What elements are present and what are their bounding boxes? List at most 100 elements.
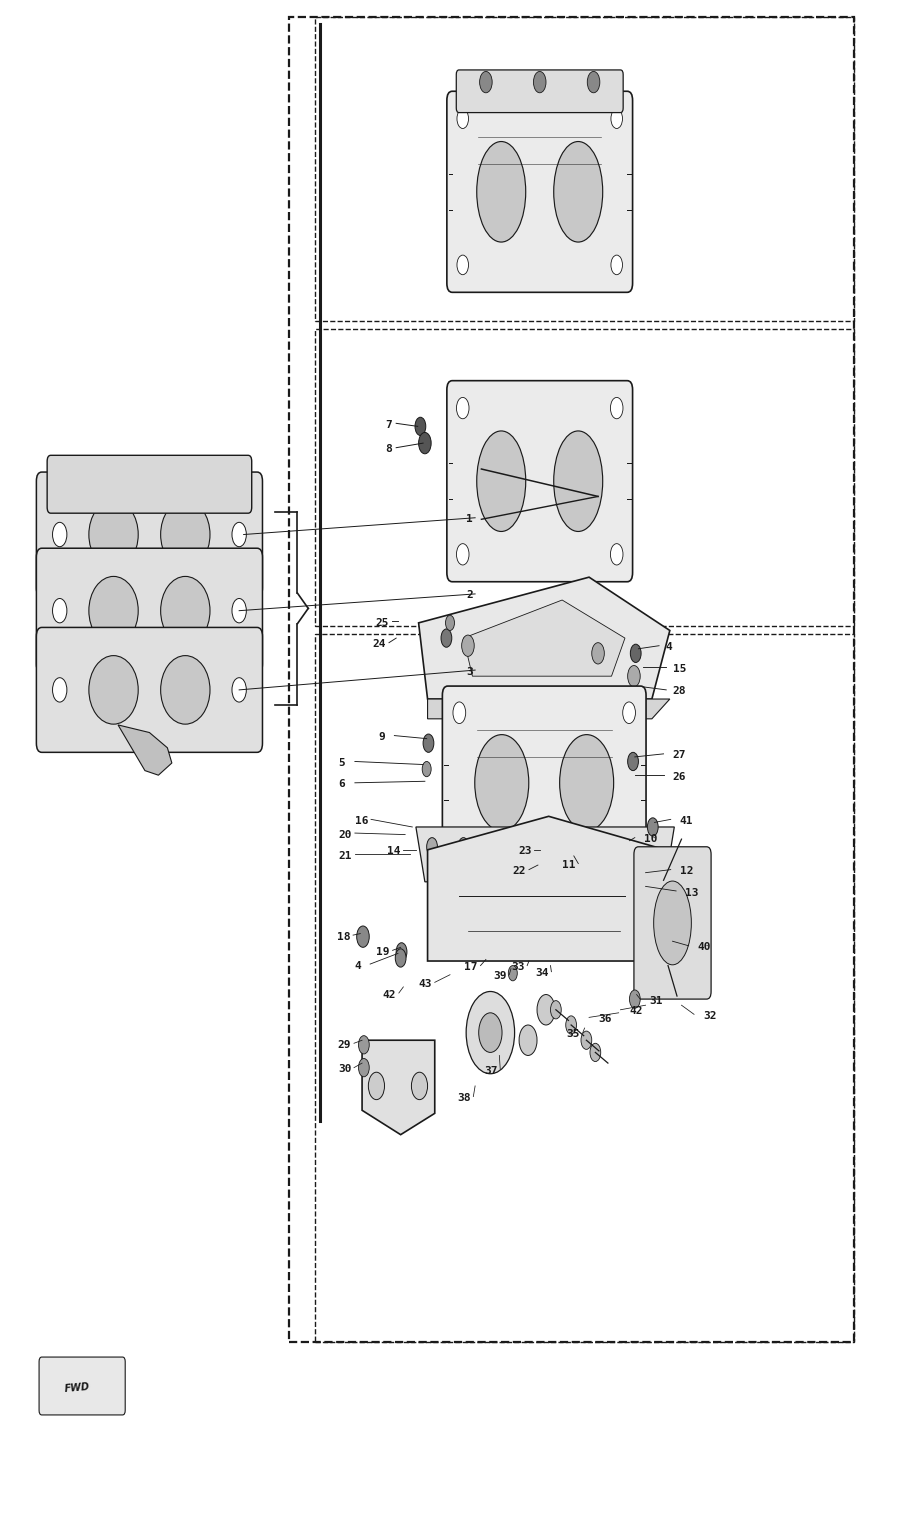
Ellipse shape (477, 430, 526, 531)
Text: 24: 24 (373, 639, 386, 649)
Circle shape (462, 635, 474, 656)
Text: 4: 4 (354, 961, 361, 971)
Text: 15: 15 (672, 664, 686, 673)
Ellipse shape (160, 656, 210, 725)
Text: 42: 42 (382, 989, 396, 1000)
Ellipse shape (89, 501, 139, 569)
Circle shape (423, 734, 434, 752)
Ellipse shape (554, 142, 603, 243)
FancyBboxPatch shape (36, 472, 263, 597)
Circle shape (368, 1073, 384, 1100)
Circle shape (356, 926, 369, 948)
Text: 36: 36 (598, 1013, 611, 1024)
Text: 40: 40 (698, 943, 711, 952)
Circle shape (590, 1044, 600, 1062)
Circle shape (479, 1013, 502, 1053)
Circle shape (396, 943, 407, 961)
Circle shape (581, 1032, 592, 1050)
Circle shape (422, 761, 431, 777)
Circle shape (534, 72, 546, 93)
Circle shape (623, 702, 635, 723)
Circle shape (427, 838, 437, 856)
Polygon shape (428, 816, 665, 961)
Text: 3: 3 (466, 667, 472, 676)
Text: 43: 43 (418, 978, 432, 989)
FancyBboxPatch shape (456, 70, 623, 113)
Text: 25: 25 (375, 618, 389, 627)
FancyBboxPatch shape (447, 380, 633, 581)
Circle shape (588, 72, 599, 93)
Circle shape (610, 397, 623, 418)
Circle shape (446, 615, 454, 630)
Text: 33: 33 (511, 963, 525, 972)
Text: 16: 16 (355, 816, 368, 826)
Circle shape (630, 644, 641, 662)
Circle shape (566, 1016, 577, 1035)
Circle shape (453, 702, 465, 723)
Circle shape (623, 842, 635, 864)
Circle shape (466, 992, 515, 1074)
Text: 14: 14 (387, 847, 400, 856)
Text: 30: 30 (338, 1064, 351, 1074)
Circle shape (456, 543, 469, 565)
Circle shape (358, 1059, 369, 1077)
Circle shape (537, 995, 555, 1025)
Circle shape (627, 752, 638, 771)
Circle shape (592, 642, 604, 664)
Ellipse shape (160, 501, 210, 569)
Text: 20: 20 (338, 830, 352, 839)
Ellipse shape (475, 734, 529, 832)
FancyBboxPatch shape (443, 687, 646, 879)
Ellipse shape (160, 577, 210, 645)
Circle shape (411, 1073, 428, 1100)
Text: 37: 37 (484, 1065, 498, 1076)
Circle shape (647, 818, 658, 836)
Circle shape (480, 72, 492, 93)
Text: 35: 35 (567, 1029, 580, 1039)
Circle shape (358, 1036, 369, 1054)
Text: 41: 41 (680, 816, 693, 826)
Ellipse shape (560, 734, 614, 832)
Polygon shape (428, 699, 670, 719)
Circle shape (551, 845, 562, 864)
Text: 29: 29 (338, 1039, 351, 1050)
FancyBboxPatch shape (447, 92, 633, 293)
Ellipse shape (89, 577, 139, 645)
Circle shape (629, 990, 640, 1009)
Text: 6: 6 (338, 780, 346, 789)
Polygon shape (464, 600, 625, 676)
Circle shape (508, 966, 518, 981)
Text: 11: 11 (562, 861, 576, 870)
Circle shape (418, 432, 431, 453)
Ellipse shape (89, 656, 139, 725)
Text: 4: 4 (665, 642, 672, 652)
Polygon shape (418, 577, 670, 699)
Text: 32: 32 (703, 1010, 716, 1021)
Text: 13: 13 (685, 888, 698, 897)
Polygon shape (416, 827, 674, 882)
FancyBboxPatch shape (634, 847, 711, 1000)
Circle shape (232, 598, 247, 623)
Text: 23: 23 (518, 847, 532, 856)
Circle shape (445, 848, 455, 867)
Text: 21: 21 (338, 852, 352, 861)
Text: 34: 34 (536, 969, 549, 978)
Text: 7: 7 (385, 420, 392, 430)
FancyBboxPatch shape (39, 1357, 125, 1415)
Circle shape (232, 678, 247, 702)
Circle shape (453, 842, 465, 864)
FancyBboxPatch shape (36, 627, 263, 752)
Ellipse shape (653, 881, 691, 964)
Text: 31: 31 (649, 995, 662, 1006)
Circle shape (611, 255, 623, 275)
Text: 42: 42 (629, 1006, 643, 1016)
Text: 39: 39 (493, 971, 507, 981)
Ellipse shape (554, 430, 603, 531)
Circle shape (535, 845, 545, 864)
Text: 26: 26 (672, 772, 686, 781)
Text: 12: 12 (680, 867, 693, 876)
Text: 38: 38 (457, 1093, 471, 1103)
Circle shape (52, 522, 67, 546)
Text: 8: 8 (385, 444, 392, 455)
FancyBboxPatch shape (47, 455, 252, 513)
